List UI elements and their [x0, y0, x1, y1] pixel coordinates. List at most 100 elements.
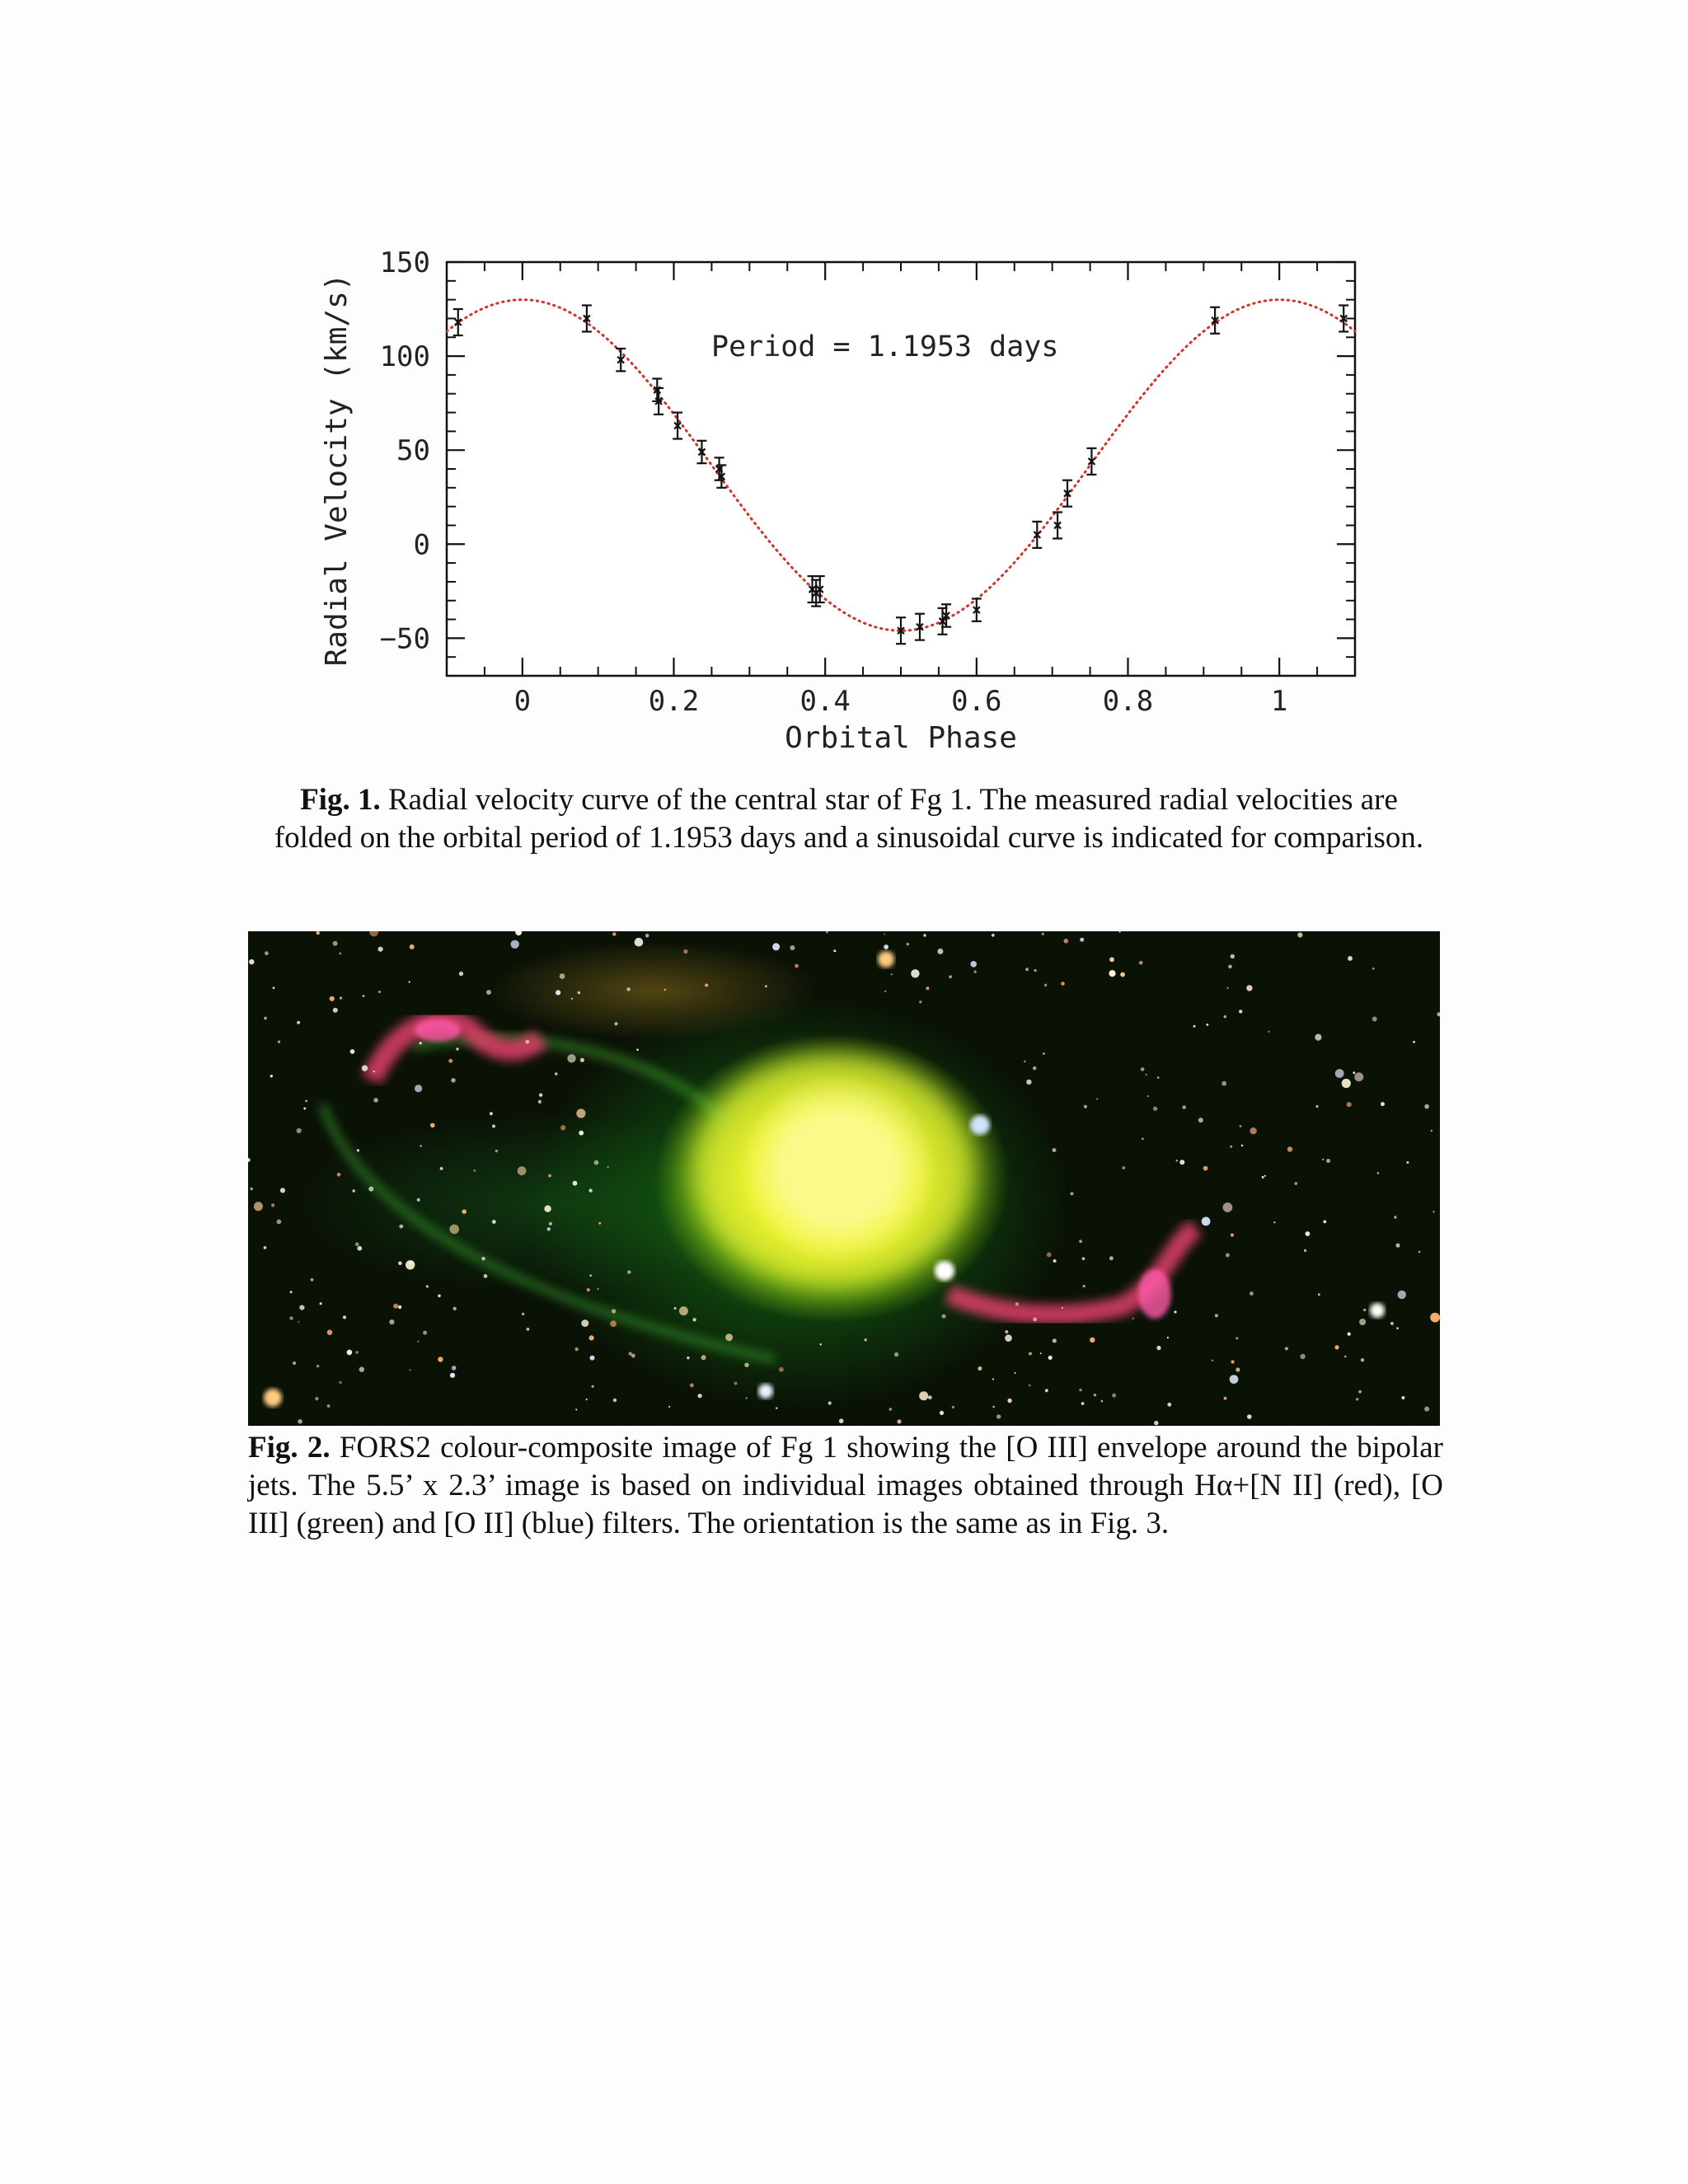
star — [825, 931, 828, 934]
star — [1079, 1240, 1082, 1243]
star — [1247, 1414, 1252, 1419]
star-orange-top — [878, 951, 894, 968]
x-tick-label: 0.8 — [1103, 685, 1153, 718]
star — [626, 987, 631, 991]
star — [919, 1391, 929, 1401]
star — [342, 1315, 347, 1319]
figure-2-caption: Fig. 2. FORS2 colour-composite image of … — [248, 1429, 1443, 1543]
star — [1093, 1394, 1097, 1397]
star — [577, 991, 580, 995]
star — [1214, 1314, 1218, 1318]
star — [452, 1306, 457, 1310]
star — [705, 983, 709, 987]
star — [725, 1333, 734, 1342]
figure-1-caption-label: Fig. 1. — [300, 783, 381, 817]
star — [1100, 1399, 1104, 1403]
star — [884, 933, 885, 935]
star — [1397, 1290, 1407, 1300]
star — [1109, 970, 1116, 977]
star — [430, 1122, 435, 1128]
star — [1082, 1285, 1085, 1288]
star — [597, 1287, 599, 1291]
y-tick-label: 0 — [414, 528, 430, 561]
star — [919, 1001, 922, 1004]
x-tick-label: 0.4 — [799, 685, 850, 718]
star — [297, 1020, 301, 1024]
star — [951, 1405, 954, 1408]
star — [579, 1057, 584, 1062]
star — [298, 1419, 302, 1424]
star — [1273, 1221, 1276, 1224]
star — [486, 990, 491, 995]
star — [1083, 1104, 1087, 1108]
star — [397, 1305, 402, 1310]
star — [567, 1054, 576, 1063]
star — [772, 943, 781, 951]
star — [448, 1058, 453, 1063]
star — [272, 987, 275, 990]
star — [1317, 1293, 1320, 1296]
star — [1203, 1165, 1208, 1171]
star — [1229, 1375, 1239, 1384]
star — [941, 1314, 946, 1319]
star — [923, 934, 926, 937]
star — [303, 1107, 307, 1110]
chart-svg: 0 0.2 0.4 0.6 0.8 1 −50 0 50 100 150 Period = 1.19… — [320, 246, 1357, 755]
star — [1033, 1317, 1038, 1322]
star — [598, 1221, 602, 1225]
star — [1052, 1148, 1057, 1152]
star — [289, 1291, 293, 1294]
star — [1268, 1030, 1270, 1033]
star — [451, 1078, 456, 1083]
star — [1211, 1359, 1214, 1361]
jet-left-knot — [415, 1019, 461, 1042]
star — [298, 1320, 300, 1323]
star — [1193, 1024, 1196, 1028]
star — [1437, 1012, 1440, 1017]
star — [483, 1274, 488, 1278]
data-point — [581, 304, 592, 333]
star — [1145, 1073, 1147, 1076]
star — [1240, 1144, 1244, 1147]
star — [1070, 1192, 1074, 1196]
star — [419, 1042, 422, 1045]
star — [1140, 1067, 1145, 1071]
star — [992, 1378, 995, 1380]
star — [271, 1203, 275, 1207]
star — [1413, 1040, 1415, 1043]
star — [1222, 1202, 1233, 1212]
data-point — [673, 411, 683, 440]
star — [1334, 1345, 1339, 1350]
star — [579, 1130, 584, 1136]
star — [906, 942, 909, 946]
star — [734, 1381, 738, 1385]
star — [927, 1395, 932, 1399]
star — [362, 995, 365, 997]
star — [1430, 1312, 1440, 1323]
data-point — [1053, 511, 1063, 540]
star — [517, 1166, 527, 1176]
star — [1353, 1071, 1356, 1075]
star — [332, 1007, 338, 1013]
star — [458, 971, 464, 977]
data-point — [971, 598, 982, 622]
star — [678, 1306, 688, 1316]
star — [593, 1160, 599, 1165]
star — [1179, 1160, 1185, 1165]
star — [1120, 972, 1125, 977]
star — [293, 1361, 297, 1366]
star — [1156, 1345, 1161, 1351]
star — [634, 937, 644, 947]
data-point — [1086, 447, 1097, 476]
star — [611, 1309, 617, 1314]
star — [828, 1401, 832, 1405]
star — [745, 1397, 748, 1399]
star — [1225, 1253, 1230, 1258]
star — [1118, 931, 1121, 933]
data-point — [814, 574, 825, 604]
star — [884, 944, 889, 949]
star — [449, 1224, 459, 1235]
star — [1043, 983, 1048, 987]
star-white-right — [1370, 1303, 1385, 1318]
star — [1041, 932, 1044, 935]
